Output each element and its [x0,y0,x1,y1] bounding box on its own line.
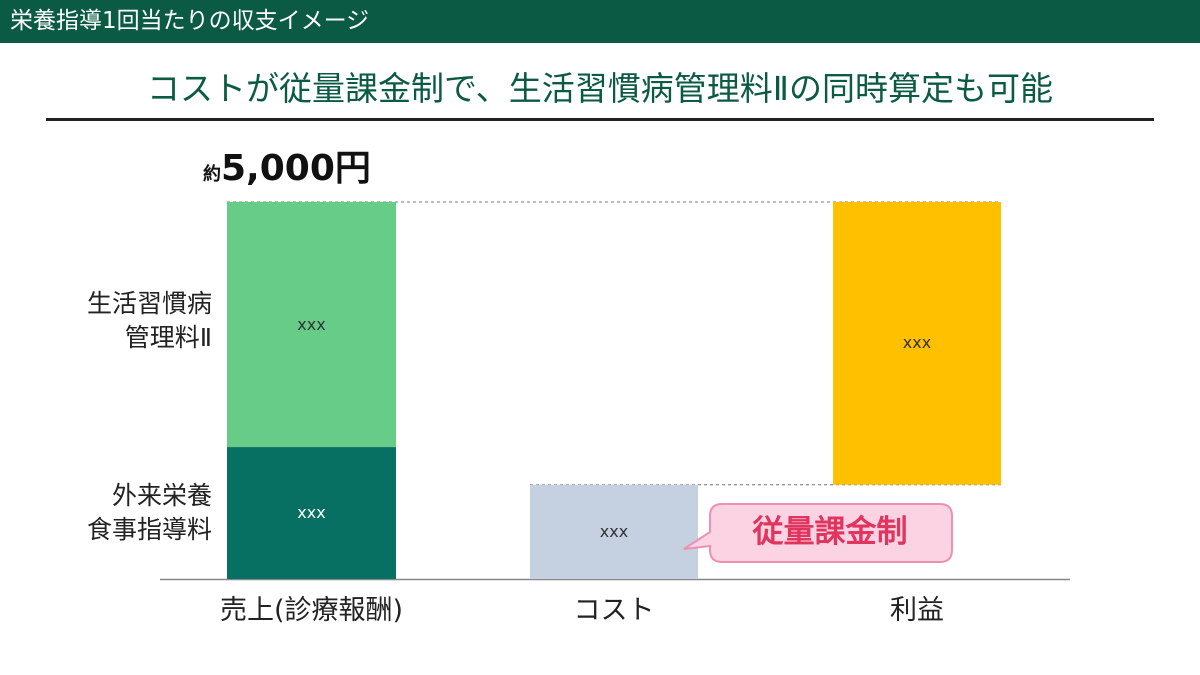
slide-title: コストが従量課金制で、生活習慣病管理料Ⅱの同時算定も可能 [147,69,1053,108]
row-label-line: 食事指導料 [86,515,212,544]
total-amount-label: 約5,000円 [203,144,371,200]
bar-segment [227,447,396,579]
bar-value-label: xxx [902,333,932,353]
header-bar: 栄養指導1回当たりの収支イメージ [0,0,1200,43]
row-label-line: 管理料Ⅱ [124,323,212,352]
callout-text: 従量課金制 [752,514,908,550]
title-underline [46,118,1154,121]
bar-value-label: xxx [297,314,326,334]
row-label-line: 生活習慣病 [86,289,212,318]
bar-segment [227,202,396,448]
bar-segment [530,484,698,579]
callout-bubble [683,503,953,563]
total-prefix: 約 [203,164,221,185]
row-label-line: 外来栄養 [111,481,212,510]
category-label: 利益 [890,595,944,626]
category-label: コスト [573,595,655,626]
row-label-lifestyle-fee: 生活習慣病 管理料Ⅱ [87,287,212,355]
row-label-nutrition-fee: 外来栄養 食事指導料 [87,479,212,547]
bar-value-label: xxx [297,503,326,523]
bar-segment [833,202,1001,485]
header-title: 栄養指導1回当たりの収支イメージ [10,8,370,34]
bar-value-label: xxx [599,521,629,541]
category-label: 売上(診療報酬) [219,595,404,626]
total-value: 5,000円 [221,148,371,189]
